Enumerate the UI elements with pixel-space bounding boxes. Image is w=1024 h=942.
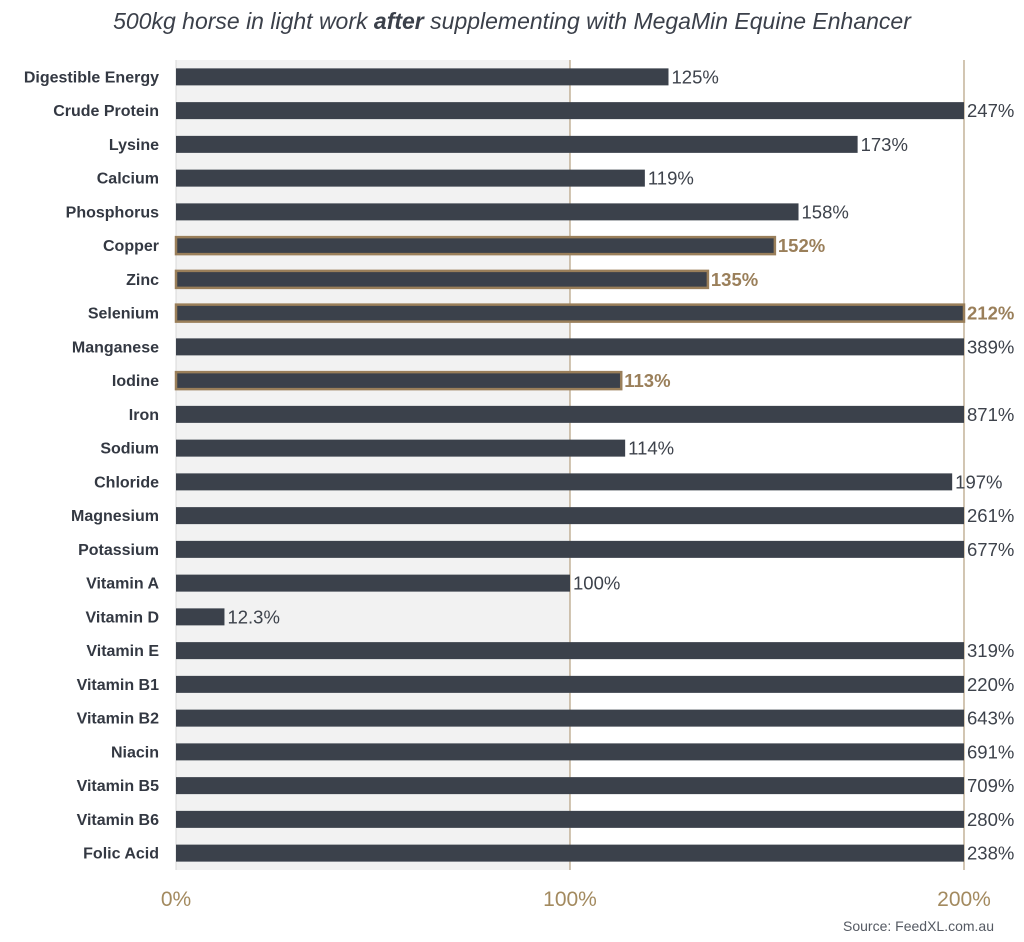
bar-vitamin-e <box>176 642 964 660</box>
bar-vitamin-b5 <box>176 777 964 795</box>
category-label: Copper <box>103 238 159 255</box>
bar-vitamin-b1 <box>176 675 964 693</box>
bar-crude-protein <box>176 102 964 120</box>
category-label: Lysine <box>109 137 159 154</box>
shaded-region <box>176 60 570 870</box>
bar-zinc <box>174 269 710 290</box>
value-label: 389% <box>967 336 1014 357</box>
value-label: 113% <box>624 370 670 391</box>
category-label: Selenium <box>88 306 159 323</box>
value-label: 247% <box>967 100 1014 121</box>
category-label: Niacin <box>111 744 159 761</box>
category-label: Calcium <box>97 171 159 188</box>
value-label: 280% <box>967 809 1014 830</box>
x-tick-label: 200% <box>937 888 991 911</box>
bar-lysine <box>176 135 858 153</box>
bar-chloride <box>176 473 953 491</box>
category-label: Vitamin E <box>86 643 159 660</box>
category-label: Zinc <box>126 272 159 289</box>
bar-folic-acid <box>176 844 964 862</box>
title-prefix: 500kg horse in light work <box>113 8 374 34</box>
value-label: 871% <box>967 404 1014 425</box>
value-label: 709% <box>967 775 1014 796</box>
chart-title: 500kg horse in light work after suppleme… <box>0 8 1024 35</box>
bar-sodium <box>176 439 626 457</box>
value-label: 220% <box>967 674 1014 695</box>
x-tick-label: 0% <box>161 888 191 911</box>
value-label: 173% <box>861 134 908 155</box>
value-label: 135% <box>711 269 758 290</box>
title-suffix: supplementing with MegaMin Equine Enhanc… <box>423 8 911 34</box>
category-label: Iron <box>129 407 159 424</box>
category-label: Vitamin B6 <box>77 812 160 829</box>
category-label: Chloride <box>94 474 159 491</box>
bar-potassium <box>176 540 964 558</box>
bar-iron <box>176 405 964 423</box>
value-label: 212% <box>967 303 1014 324</box>
category-label: Sodium <box>100 441 159 458</box>
bar-vitamin-a <box>176 574 570 592</box>
value-label: 152% <box>778 235 825 256</box>
category-label: Phosphorus <box>66 204 159 221</box>
bar-copper <box>174 235 777 256</box>
value-label: 12.3% <box>227 606 279 627</box>
source-credit: Source: FeedXL.com.au <box>843 918 994 934</box>
bar-niacin <box>176 743 964 761</box>
title-emphasis: after <box>373 8 424 34</box>
category-label: Vitamin B1 <box>77 677 160 694</box>
value-label: 643% <box>967 708 1014 729</box>
category-label: Vitamin A <box>86 576 159 593</box>
bar-manganese <box>176 338 964 356</box>
value-label: 125% <box>672 66 719 87</box>
category-label: Magnesium <box>71 508 159 525</box>
value-label: 119% <box>648 168 694 189</box>
category-label: Folic Acid <box>83 846 159 863</box>
category-label: Vitamin D <box>86 609 160 626</box>
bar-iodine <box>174 370 623 391</box>
category-label: Manganese <box>72 339 159 356</box>
bar-magnesium <box>176 507 964 525</box>
value-label: 261% <box>967 505 1014 526</box>
bar-digestible-energy <box>176 68 669 86</box>
value-label: 100% <box>573 573 620 594</box>
x-tick-label: 100% <box>543 888 597 911</box>
value-label: 114% <box>628 438 674 459</box>
bar-phosphorus <box>176 203 799 221</box>
value-label: 238% <box>967 843 1014 864</box>
category-label: Iodine <box>112 373 159 390</box>
category-label: Crude Protein <box>53 103 159 120</box>
value-label: 197% <box>955 471 1002 492</box>
value-label: 319% <box>967 640 1014 661</box>
category-label: Digestible Energy <box>24 69 159 86</box>
bar-vitamin-d <box>176 608 225 626</box>
category-label: Vitamin B2 <box>77 711 160 728</box>
bar-vitamin-b2 <box>176 709 964 727</box>
value-label: 158% <box>802 201 849 222</box>
category-label: Vitamin B5 <box>77 778 160 795</box>
bar-vitamin-b6 <box>176 810 964 828</box>
category-label: Potassium <box>78 542 159 559</box>
bar-selenium <box>174 303 966 323</box>
bar-calcium <box>176 169 645 187</box>
value-label: 677% <box>967 539 1014 560</box>
value-label: 691% <box>967 741 1014 762</box>
